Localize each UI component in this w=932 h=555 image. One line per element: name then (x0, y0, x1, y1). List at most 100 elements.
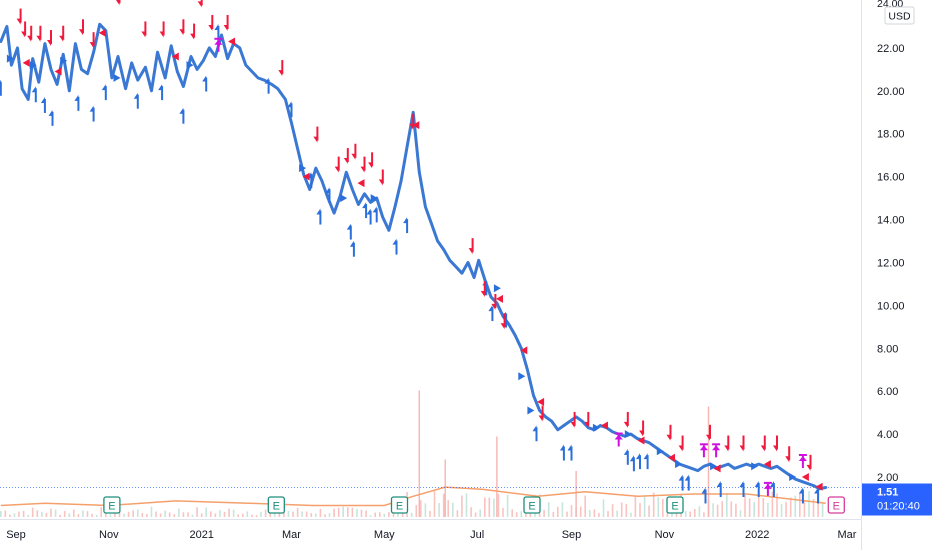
volume-bar (128, 512, 130, 517)
volume-bar (790, 498, 792, 518)
volume-bar (288, 511, 290, 517)
volume-bar (59, 515, 61, 517)
volume-bar (639, 503, 641, 517)
volume-bar (662, 499, 664, 517)
volume-bar (183, 512, 185, 517)
volume-bar (699, 506, 701, 517)
volume-bar (781, 504, 783, 517)
x-tick-label: Mar (838, 529, 857, 541)
volume-bar (557, 507, 559, 517)
volume-bar (164, 511, 166, 517)
right-triangle-marker (340, 194, 347, 202)
sell-arrow-marker (21, 21, 25, 37)
volume-bar (648, 506, 650, 517)
earnings-icon[interactable]: E (104, 497, 120, 513)
earnings-icon[interactable]: E (524, 497, 540, 513)
svg-text:E: E (273, 501, 280, 513)
last-price-value: 1.51 (877, 487, 898, 499)
volume-bar (260, 512, 262, 517)
buy-arrow-marker (367, 209, 371, 225)
buy-arrow-marker (560, 445, 564, 461)
sell-arrow-marker (313, 127, 317, 143)
volume-bar (55, 510, 57, 517)
buy-arrow-marker (350, 241, 354, 257)
y-tick-label: 4.00 (877, 429, 898, 441)
volume-bar (78, 514, 80, 517)
volume-bar (160, 513, 162, 517)
y-tick-label: 18.00 (877, 129, 905, 141)
volume-bar (215, 513, 217, 517)
price-axis[interactable]: 24.0022.0020.0018.0016.0014.0012.0010.00… (862, 0, 932, 550)
buy-arrow-marker (679, 475, 683, 491)
volume-bar (799, 493, 801, 517)
buy-arrow-marker (533, 425, 537, 441)
volume-bar (379, 512, 381, 517)
earnings-icon[interactable]: E (268, 497, 284, 513)
volume-bar (521, 511, 523, 517)
buy-arrow-marker (362, 202, 366, 218)
volume-bar (612, 504, 614, 517)
volume-bar (384, 514, 386, 517)
earnings-upcoming-icon[interactable]: E (828, 497, 844, 513)
sell-arrow-marker (224, 15, 228, 31)
volume-bar (717, 505, 719, 517)
x-tick-label: Mar (282, 529, 301, 541)
volume-bar (96, 515, 98, 517)
volume-bar (233, 510, 235, 517)
volume-bar (228, 509, 230, 517)
volume-bar (132, 511, 134, 518)
volume-bar (594, 509, 596, 517)
sell-arrow-marker (361, 157, 365, 173)
sell-arrow-marker (27, 26, 31, 42)
sell-arrow-marker (141, 21, 145, 37)
svg-text:E: E (671, 501, 678, 513)
volume-bar (475, 513, 477, 518)
volume-bar (342, 507, 344, 517)
volume-bar (493, 499, 495, 518)
volume-bar (689, 512, 691, 518)
sell-arrow-marker (344, 148, 348, 164)
buy-arrow-marker (814, 487, 818, 503)
volume-bar (32, 508, 34, 517)
volume-bar (82, 511, 84, 518)
special-signal-marker (799, 455, 807, 468)
earnings-icon[interactable]: E (392, 497, 408, 513)
special-signal-marker (764, 483, 772, 496)
sell-arrow-marker (785, 446, 789, 462)
left-triangle-marker (802, 473, 809, 481)
sell-arrow-marker (59, 26, 63, 42)
volume-bar (0, 511, 2, 517)
sell-arrow-marker (469, 238, 473, 254)
volume-bar (224, 512, 226, 517)
volume-bar (425, 503, 427, 517)
sell-arrow-marker (379, 169, 383, 185)
volume-bar (571, 505, 573, 517)
right-triangle-marker (114, 74, 121, 82)
volume-bar (808, 491, 810, 517)
special-signal-marker (712, 444, 720, 457)
volume-bar (347, 507, 349, 517)
svg-text:E: E (833, 501, 840, 513)
volume-spike (708, 407, 709, 517)
volume-bar (251, 515, 253, 517)
volume-bar (361, 510, 363, 517)
volume-bar (516, 512, 518, 517)
volume-bar (311, 513, 313, 517)
x-tick-label: 2022 (745, 529, 769, 541)
earnings-icon[interactable]: E (667, 497, 683, 513)
volume-bar (644, 497, 646, 517)
volume-bar (603, 499, 605, 517)
volume-bar (151, 507, 153, 517)
volume-bar (470, 507, 472, 517)
volume-bar (607, 511, 609, 517)
svg-text:E: E (108, 501, 115, 513)
volume-bar (324, 514, 326, 517)
volume-bar (178, 509, 180, 518)
volume-bar (484, 497, 486, 517)
volume-bar (50, 509, 52, 518)
